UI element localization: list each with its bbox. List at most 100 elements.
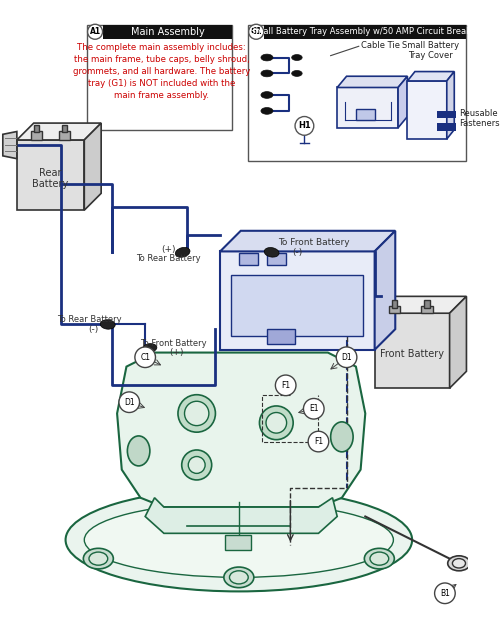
Text: D1: D1 [124,398,134,407]
Bar [374,313,450,388]
Circle shape [308,431,329,452]
Circle shape [295,116,314,135]
Text: A1: A1 [90,27,101,36]
Text: (+): (+) [162,245,176,254]
Text: To Front Battery: To Front Battery [140,339,206,348]
Bar [34,125,40,132]
Ellipse shape [66,489,412,591]
Ellipse shape [143,344,157,352]
Bar [264,25,466,39]
Text: D1: D1 [341,353,352,361]
Circle shape [304,398,324,419]
Polygon shape [117,353,366,507]
Bar [388,306,400,313]
Circle shape [336,347,357,368]
Bar [356,109,374,120]
Ellipse shape [292,70,302,77]
Bar [17,140,84,210]
Bar [62,125,68,132]
Ellipse shape [261,70,273,77]
Bar [239,253,258,265]
Circle shape [135,347,156,368]
Polygon shape [374,296,466,313]
Ellipse shape [100,320,115,329]
Bar [220,251,374,350]
Ellipse shape [364,548,394,569]
Text: Rear
Battery: Rear Battery [32,168,68,189]
Text: Main Assembly: Main Assembly [131,27,204,37]
Circle shape [119,392,140,413]
Bar [424,300,430,308]
Text: G1: G1 [250,27,262,36]
Circle shape [248,24,264,39]
Bar [392,300,397,308]
Polygon shape [408,72,455,81]
Ellipse shape [370,552,388,565]
Circle shape [182,450,212,480]
Text: B1: B1 [440,589,450,598]
Ellipse shape [452,559,466,568]
Bar [438,111,456,118]
Text: H1: H1 [298,122,311,130]
Bar [225,536,251,550]
Polygon shape [3,132,17,159]
Bar [408,81,447,139]
Text: To Front Battery: To Front Battery [278,239,349,248]
Polygon shape [145,498,337,534]
Text: To Rear Battery: To Rear Battery [56,315,122,324]
Text: F1: F1 [281,381,290,390]
Circle shape [88,24,102,39]
Polygon shape [398,76,407,128]
Ellipse shape [261,54,273,61]
Polygon shape [220,231,396,251]
Ellipse shape [176,248,190,257]
Bar [87,25,233,130]
Polygon shape [450,296,466,388]
Polygon shape [337,76,407,87]
Text: The complete main assembly includes:
the main frame, tube caps, belly shroud,
gr: The complete main assembly includes: the… [73,44,250,99]
Polygon shape [84,123,101,210]
Bar [103,25,232,39]
Ellipse shape [84,503,394,577]
Ellipse shape [448,556,470,571]
Bar [31,130,42,140]
Circle shape [178,395,216,432]
Ellipse shape [292,54,302,61]
Ellipse shape [261,92,273,98]
Text: Reusable
Fasteners: Reusable Fasteners [459,109,500,128]
Text: (+): (+) [169,348,184,357]
Ellipse shape [128,436,150,466]
Bar [422,306,432,313]
Text: Small Battery Tray Assembly w/50 AMP Circuit Breaker: Small Battery Tray Assembly w/50 AMP Cir… [250,27,480,36]
Circle shape [260,406,293,440]
Text: (-): (-) [88,325,99,334]
Bar [337,87,398,128]
Circle shape [188,456,205,473]
Text: F1: F1 [314,437,323,446]
Polygon shape [17,123,101,140]
Ellipse shape [84,548,114,569]
Text: Cable Tie: Cable Tie [360,41,400,50]
Text: Small Battery
Tray Cover: Small Battery Tray Cover [402,41,460,60]
Text: E1: E1 [309,404,318,413]
Ellipse shape [230,571,248,584]
Bar [267,253,285,265]
Circle shape [266,413,286,433]
Ellipse shape [261,108,273,115]
Ellipse shape [224,567,254,587]
Circle shape [184,401,209,425]
Circle shape [276,375,296,396]
Text: C1: C1 [140,353,150,361]
Text: Front Battery: Front Battery [380,349,444,360]
Polygon shape [374,231,396,350]
Bar [267,329,295,344]
Text: (-): (-) [292,248,303,257]
Circle shape [434,583,455,604]
Text: To Rear Battery: To Rear Battery [136,254,201,263]
Ellipse shape [264,248,279,257]
Bar [59,130,70,140]
Bar [438,123,456,130]
Ellipse shape [330,422,353,452]
Polygon shape [447,72,454,139]
Bar [232,275,364,335]
